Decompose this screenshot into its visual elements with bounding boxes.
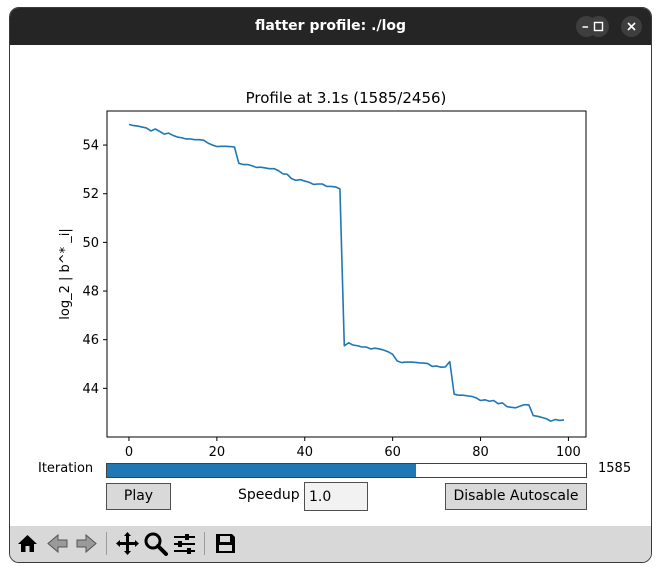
toolbar-separator bbox=[204, 532, 205, 555]
home-button[interactable] bbox=[14, 530, 41, 557]
y-axis-label: log_2 | b^* _i| bbox=[58, 228, 73, 320]
iteration-label: Iteration bbox=[38, 461, 94, 476]
x-tick-label: 0 bbox=[125, 445, 133, 460]
configure-subplots-button[interactable] bbox=[171, 530, 198, 557]
app-window: flatter profile: ./log Profile at 3.1s (… bbox=[9, 7, 652, 563]
configure-subplots-icon bbox=[174, 534, 195, 554]
toolbar-separator bbox=[106, 532, 107, 555]
x-tick-label: 80 bbox=[472, 445, 489, 460]
forward-icon bbox=[76, 533, 97, 554]
title-bar[interactable]: flatter profile: ./log bbox=[10, 8, 651, 45]
save-icon bbox=[216, 534, 235, 553]
iteration-slider[interactable] bbox=[106, 463, 587, 478]
profile-plot[interactable]: Profile at 3.1s (1585/2456) 0 20 40 60 80 100… bbox=[10, 45, 651, 460]
x-tick-label: 40 bbox=[296, 445, 313, 460]
profile-line bbox=[128, 123, 565, 422]
close-button[interactable] bbox=[621, 16, 642, 37]
iteration-value: 1585 bbox=[598, 461, 632, 476]
back-button[interactable] bbox=[44, 530, 71, 557]
zoom-button[interactable] bbox=[142, 530, 169, 557]
maximize-button[interactable] bbox=[588, 16, 609, 37]
y-tick-label: 50 bbox=[82, 236, 99, 251]
navigation-toolbar bbox=[10, 526, 651, 562]
speedup-label: Speedup bbox=[238, 487, 300, 503]
plot-title: Profile at 3.1s (1585/2456) bbox=[246, 89, 447, 107]
window-title: flatter profile: ./log bbox=[254, 18, 407, 34]
home-icon bbox=[18, 535, 37, 552]
iteration-slider-fill[interactable] bbox=[107, 464, 417, 477]
pan-button[interactable] bbox=[114, 530, 141, 557]
y-tick-label: 52 bbox=[82, 187, 99, 202]
play-button[interactable]: Play bbox=[106, 483, 171, 510]
forward-button[interactable] bbox=[73, 530, 100, 557]
x-tick-label: 60 bbox=[384, 445, 401, 460]
close-icon bbox=[627, 22, 636, 31]
speedup-input[interactable] bbox=[304, 482, 368, 511]
back-icon bbox=[47, 533, 68, 554]
plot-frame bbox=[106, 110, 587, 438]
maximize-icon bbox=[593, 21, 604, 32]
y-tick-label: 46 bbox=[82, 333, 99, 348]
zoom-icon bbox=[144, 532, 168, 556]
y-tick-label: 48 bbox=[82, 285, 99, 300]
y-tick-label: 44 bbox=[82, 382, 99, 397]
x-tick-label: 20 bbox=[209, 445, 226, 460]
save-button[interactable] bbox=[212, 530, 239, 557]
disable-autoscale-button[interactable]: Disable Autoscale bbox=[445, 483, 587, 510]
y-tick-label: 54 bbox=[82, 139, 99, 154]
pan-icon bbox=[116, 532, 139, 555]
x-tick-label: 100 bbox=[556, 445, 581, 460]
